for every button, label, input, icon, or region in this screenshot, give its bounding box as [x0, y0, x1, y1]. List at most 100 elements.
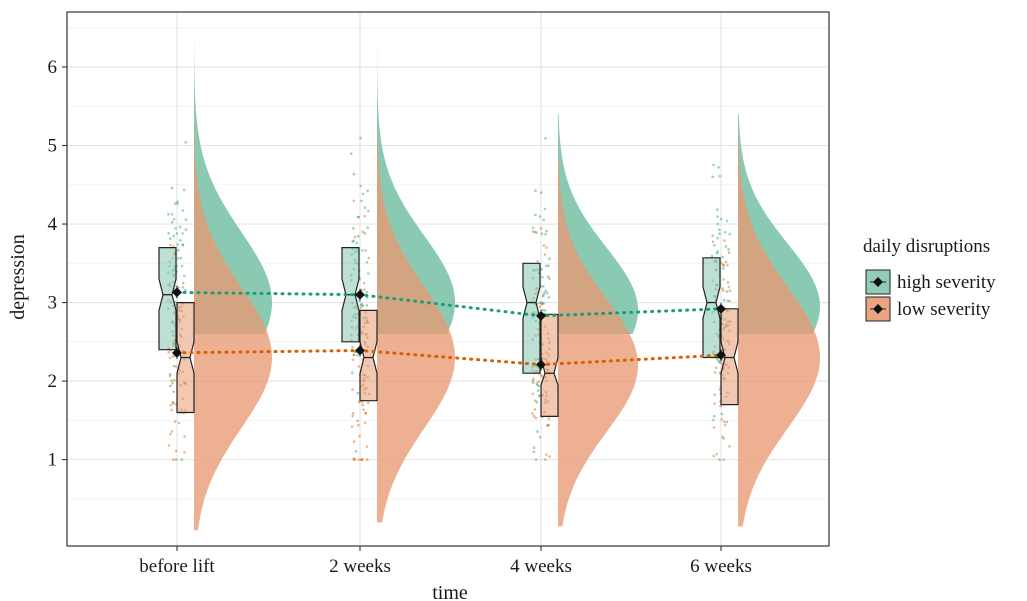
raw-data-point: [181, 281, 185, 285]
raw-data-point: [352, 227, 355, 230]
raw-data-point: [532, 414, 536, 418]
raw-data-point: [173, 420, 177, 424]
raw-data-point: [177, 286, 180, 289]
raw-data-point: [718, 174, 722, 178]
y-tick-label: 3: [48, 293, 58, 314]
density-half-violin: [558, 157, 638, 527]
raw-data-point: [716, 236, 719, 240]
raw-data-point: [716, 250, 719, 253]
raw-data-point: [540, 303, 544, 306]
raw-data-point: [536, 389, 540, 392]
raw-data-point: [537, 384, 541, 388]
raw-data-point: [367, 256, 371, 260]
raw-data-point: [531, 412, 534, 415]
raw-data-point: [357, 423, 360, 427]
y-tick-label: 4: [48, 214, 58, 235]
raw-data-point: [712, 163, 715, 167]
raw-data-point: [365, 458, 369, 461]
y-axis: 1 2 3 4 5 6: [48, 57, 67, 471]
raw-data-point: [721, 435, 724, 439]
raw-data-point: [540, 285, 543, 288]
raw-data-point: [722, 298, 726, 302]
raw-data-point: [172, 217, 176, 221]
raw-data-point: [541, 295, 545, 298]
raw-data-point: [720, 261, 723, 265]
raw-data-point: [534, 458, 538, 461]
raw-data-point: [174, 458, 178, 461]
raw-data-point: [716, 222, 720, 226]
raw-data-point: [167, 444, 171, 447]
raw-data-point: [176, 200, 179, 203]
mean-trend-line: [175, 348, 723, 367]
raw-data-point: [168, 237, 172, 240]
legend-title: daily disruptions: [863, 236, 990, 257]
mean-point: [716, 350, 726, 361]
raw-data-point: [179, 256, 183, 260]
raw-data-point: [349, 152, 353, 155]
raw-data-point: [365, 261, 369, 264]
raw-data-point: [547, 417, 551, 420]
x-tick-label: 2 weeks: [329, 556, 391, 577]
y-tick-label: 6: [48, 57, 58, 78]
notched-boxplot: [720, 308, 739, 406]
raw-data-point: [718, 361, 721, 364]
raw-data-point: [717, 166, 720, 169]
raw-data-point: [361, 249, 364, 252]
raw-data-point: [357, 365, 361, 368]
raw-data-point: [365, 290, 369, 294]
mean-point: [536, 359, 546, 370]
raw-data-point: [724, 260, 728, 264]
raw-data-point: [178, 225, 182, 229]
raw-data-point: [711, 418, 715, 422]
raw-data-point: [713, 371, 717, 374]
raw-data-point: [718, 228, 721, 231]
raw-data-point: [547, 296, 551, 299]
raw-data-point: [725, 290, 729, 293]
raw-data-point: [367, 401, 370, 405]
raw-data-point: [537, 394, 541, 398]
raw-data-point: [726, 299, 730, 302]
raw-data-point: [356, 391, 360, 395]
raw-data-point: [534, 213, 537, 217]
raw-data-point: [714, 366, 718, 370]
raw-data-point: [361, 403, 365, 407]
raw-data-point: [170, 186, 174, 190]
raw-data-point: [169, 384, 172, 388]
raw-data-point: [543, 253, 547, 256]
raw-data-point: [728, 299, 731, 303]
raw-data-point: [365, 304, 369, 307]
raw-data-point: [533, 230, 537, 234]
mean-trend-line: [175, 290, 723, 318]
raw-data-point: [367, 272, 370, 275]
raw-data-point: [351, 345, 354, 349]
raw-data-point: [171, 400, 175, 404]
raw-data-point: [535, 400, 539, 404]
raw-data-point: [711, 240, 715, 244]
raw-data-point: [548, 455, 551, 458]
raw-data-point: [724, 245, 728, 248]
legend-key-point: [873, 304, 883, 314]
raw-data-point: [722, 263, 725, 267]
raw-data-point: [548, 257, 551, 261]
raw-data-point: [545, 453, 548, 456]
raw-data-point: [356, 354, 359, 357]
raw-data-point: [184, 218, 188, 221]
raw-data-point: [360, 458, 363, 461]
raw-data-point: [715, 452, 718, 456]
raw-data-point: [351, 414, 354, 418]
raw-data-point: [181, 209, 185, 212]
raw-data-point: [356, 215, 360, 219]
raw-data-point: [538, 301, 541, 305]
raw-data-point: [534, 416, 538, 420]
raw-data-point: [360, 288, 364, 292]
density-half-violin: [194, 114, 272, 531]
density-half-violin: [738, 137, 820, 527]
raw-data-point: [543, 291, 546, 295]
raw-data-point: [352, 353, 356, 357]
raw-data-point: [360, 302, 364, 306]
raw-data-point: [364, 412, 367, 415]
raw-data-point: [354, 449, 358, 453]
raw-data-point: [722, 458, 725, 461]
raw-data-point: [174, 300, 177, 304]
